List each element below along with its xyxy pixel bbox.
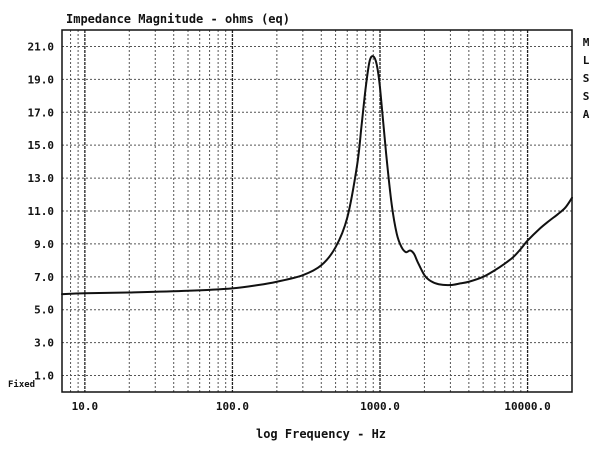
y-tick-label: 17.0 [28, 106, 55, 119]
x-axis-label: log Frequency - Hz [256, 427, 386, 441]
y-tick-label: 11.0 [28, 205, 55, 218]
y-tick-label: 5.0 [34, 304, 54, 317]
y-tick-label: 7.0 [34, 271, 54, 284]
y-tick-label: 13.0 [28, 172, 55, 185]
side-letter: S [583, 72, 590, 85]
impedance-line [61, 55, 573, 296]
side-letter: M [583, 36, 590, 49]
plot-frame [61, 29, 573, 393]
y-tick-label: 3.0 [34, 337, 54, 350]
corner-label: Fixed [8, 379, 35, 390]
x-tick-label: 100.0 [216, 400, 249, 413]
x-tick-label: 10.0 [72, 400, 99, 413]
x-tick-label: 1000.0 [360, 400, 400, 413]
y-tick-label: 9.0 [34, 238, 54, 251]
x-tick-label: 10000.0 [504, 400, 550, 413]
x-tick-labels: 10.0 100.0 1000.0 10000.0 [72, 400, 551, 413]
y-tick-label: 21.0 [28, 40, 55, 53]
side-letter: L [583, 54, 590, 67]
y-tick-labels: 1.0 3.0 5.0 7.0 9.0 11.0 13.0 15.0 17.0 19.0 21.0 [28, 40, 55, 382]
y-tick-label: 19.0 [28, 73, 55, 86]
side-letter: A [583, 108, 590, 121]
y-tick-label: 1.0 [34, 370, 54, 383]
chart-title: Impedance Magnitude - ohms (eq) [66, 12, 290, 26]
y-tick-label: 15.0 [28, 139, 55, 152]
side-letter: S [583, 90, 590, 103]
